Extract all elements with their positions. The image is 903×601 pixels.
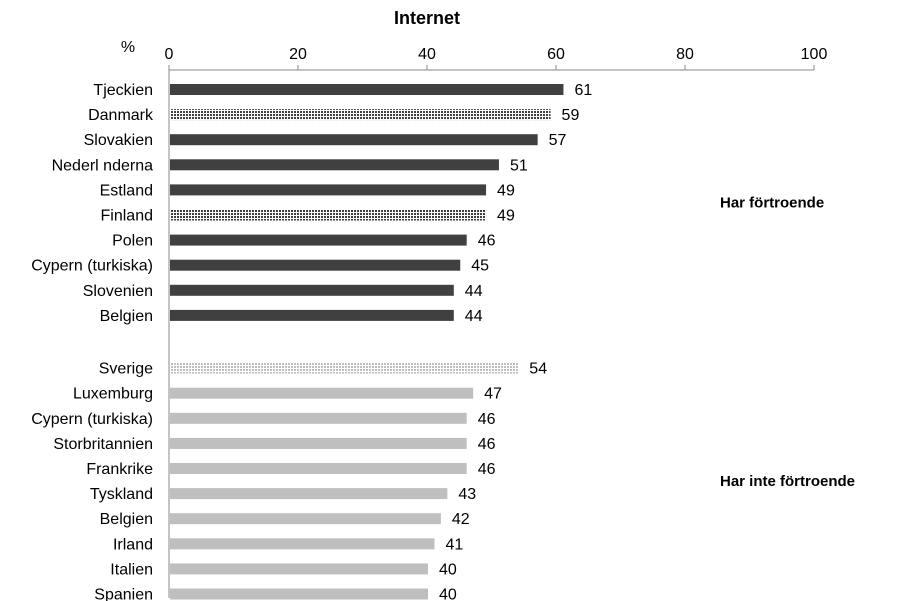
- category-label: Cypern (turkiska): [31, 411, 153, 428]
- value-label: 45: [471, 258, 489, 275]
- category-label: Finland: [101, 208, 153, 225]
- category-label: Frankrike: [86, 461, 153, 478]
- category-label: Irland: [113, 536, 153, 553]
- category-label: Nederl nderna: [52, 157, 154, 174]
- bar: [170, 563, 428, 575]
- value-label: 46: [478, 411, 496, 428]
- category-label: Sverige: [99, 361, 153, 378]
- value-label: 46: [478, 436, 496, 453]
- bar: [170, 513, 441, 525]
- bar: [170, 437, 467, 449]
- value-label: 51: [510, 157, 528, 174]
- value-label: 43: [458, 486, 476, 503]
- category-label: Spanien: [94, 587, 153, 601]
- value-label: 49: [497, 208, 515, 225]
- bar: [170, 84, 564, 95]
- bar: [170, 184, 487, 196]
- value-label: 54: [529, 361, 547, 378]
- value-label: 46: [478, 461, 496, 478]
- bar: [170, 259, 461, 271]
- bar: [170, 463, 467, 475]
- bar: [170, 159, 499, 171]
- bar: [170, 412, 467, 424]
- value-label: 47: [484, 386, 502, 403]
- value-label: 41: [445, 536, 463, 553]
- bar: [170, 284, 454, 296]
- value-label: 59: [562, 107, 580, 124]
- category-label: Polen: [112, 233, 153, 250]
- value-label: 61: [574, 82, 592, 99]
- category-label: Estland: [100, 182, 153, 199]
- x-axis-ticks: 0 20 40 60 80 100: [165, 46, 828, 70]
- value-label: 44: [465, 283, 483, 300]
- bar: [170, 134, 538, 146]
- axis-unit-label: %: [121, 39, 135, 56]
- value-label: 46: [478, 233, 496, 250]
- group-label: Har förtroende: [720, 194, 824, 211]
- bars-group: Tjeckien 61 Danmark 59 Slovakien 57 Nederl nde…: [31, 82, 592, 601]
- bar: [170, 209, 487, 221]
- category-label: Danmark: [88, 107, 154, 124]
- category-label: Cypern (turkiska): [31, 258, 153, 275]
- x-tick-label: 80: [676, 46, 694, 63]
- value-label: 49: [497, 182, 515, 199]
- category-label: Belgien: [100, 511, 153, 528]
- x-tick-label: 60: [547, 46, 565, 63]
- category-label: Belgien: [100, 308, 153, 325]
- value-label: 57: [549, 132, 567, 149]
- bar: [170, 538, 435, 550]
- x-tick-label: 20: [289, 46, 307, 63]
- value-label: 40: [439, 561, 457, 578]
- bar: [170, 309, 454, 321]
- bar: [170, 234, 467, 246]
- group-labels: Har förtroende Har inte förtroende: [720, 194, 855, 490]
- x-tick-label: 40: [418, 46, 436, 63]
- value-label: 42: [452, 511, 470, 528]
- category-label: Luxemburg: [73, 386, 153, 403]
- bar: [170, 362, 519, 374]
- x-tick-label: 0: [165, 46, 174, 63]
- group-label: Har inte förtroende: [720, 473, 855, 490]
- category-label: Storbritannien: [53, 436, 153, 453]
- value-label: 40: [439, 587, 457, 601]
- chart-title: Internet: [394, 8, 460, 28]
- category-label: Slovakien: [84, 132, 153, 149]
- bar: [170, 109, 551, 121]
- category-label: Italien: [110, 561, 153, 578]
- category-label: Slovenien: [83, 283, 153, 300]
- x-tick-label: 100: [801, 46, 828, 63]
- bar: [170, 588, 428, 600]
- value-label: 44: [465, 308, 483, 325]
- bar: [170, 488, 448, 500]
- bar: [170, 387, 474, 399]
- category-label: Tjeckien: [93, 82, 153, 99]
- category-label: Tyskland: [90, 486, 153, 503]
